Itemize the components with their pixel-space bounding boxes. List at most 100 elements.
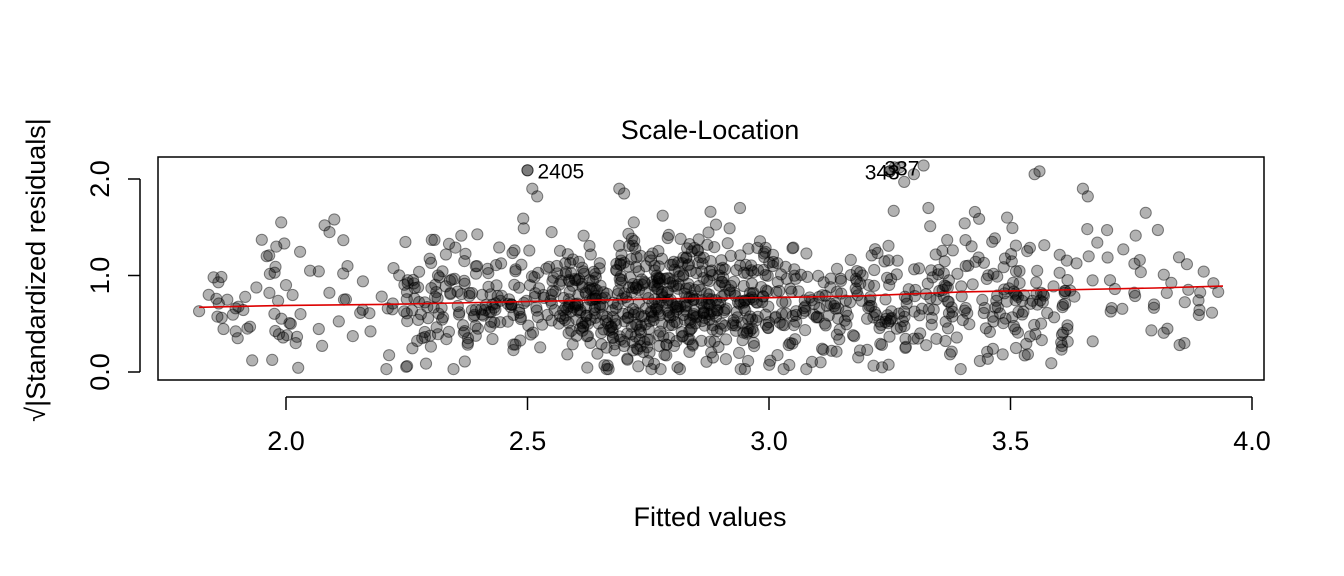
data-point	[1023, 330, 1037, 343]
data-point	[606, 310, 619, 324]
data-point	[436, 265, 449, 278]
x-tick-label: 4.0	[1233, 426, 1271, 456]
data-point	[664, 276, 677, 289]
data-point	[653, 277, 666, 290]
data-point	[695, 334, 708, 347]
data-point	[614, 333, 627, 346]
data-point	[528, 271, 541, 284]
data-point	[696, 257, 709, 270]
data-point	[834, 274, 848, 287]
data-point	[595, 338, 608, 351]
data-point	[789, 272, 802, 285]
data-point	[750, 296, 763, 309]
data-point	[643, 346, 656, 359]
data-point	[863, 299, 876, 313]
data-point	[672, 256, 685, 269]
data-point	[719, 353, 733, 366]
data-point	[969, 255, 982, 268]
data-point	[632, 283, 646, 296]
data-point	[898, 305, 911, 318]
data-point	[631, 343, 644, 356]
data-point	[734, 249, 747, 262]
data-point	[561, 248, 574, 261]
data-point	[557, 304, 570, 317]
data-point	[601, 317, 615, 330]
data-point	[1055, 343, 1068, 356]
point-label: 343	[865, 161, 900, 184]
data-point	[959, 234, 972, 247]
data-point	[312, 265, 325, 278]
data-point	[630, 251, 643, 264]
data-point	[703, 298, 716, 312]
data-point	[646, 276, 659, 289]
data-point	[841, 309, 854, 322]
data-point	[1005, 255, 1018, 268]
data-point	[977, 306, 990, 320]
data-point	[316, 339, 329, 352]
data-point	[1147, 298, 1161, 311]
data-point	[850, 275, 864, 288]
data-point	[406, 342, 419, 355]
data-point	[799, 324, 812, 337]
data-point	[1048, 311, 1061, 324]
data-point	[680, 251, 693, 264]
data-point	[375, 290, 388, 303]
data-point	[662, 309, 675, 322]
data-point	[692, 233, 705, 246]
data-point	[508, 244, 521, 257]
data-point	[939, 334, 952, 348]
data-point	[698, 319, 711, 332]
data-point	[686, 309, 700, 322]
data-point	[660, 349, 673, 362]
data-point	[562, 327, 575, 340]
data-point	[1068, 290, 1081, 303]
data-point	[683, 291, 696, 304]
data-point	[800, 363, 813, 376]
data-point	[718, 263, 732, 276]
data-point	[439, 280, 452, 293]
data-point	[609, 314, 622, 327]
data-point	[565, 324, 578, 337]
data-point	[717, 271, 730, 284]
data-point	[586, 282, 599, 295]
data-point	[737, 326, 750, 339]
data-point	[380, 363, 393, 376]
data-point	[1061, 274, 1074, 287]
data-point	[831, 312, 845, 325]
data-point	[726, 319, 739, 332]
data-point	[1009, 341, 1023, 355]
data-point	[1056, 301, 1069, 314]
data-point	[647, 278, 660, 291]
data-point	[241, 322, 254, 335]
data-point	[946, 244, 959, 257]
data-point	[936, 244, 949, 257]
data-point	[681, 259, 694, 272]
data-point	[515, 258, 528, 271]
data-point	[553, 310, 567, 323]
data-point	[425, 233, 438, 246]
data-point	[954, 363, 967, 376]
data-point	[958, 304, 971, 317]
data-point	[779, 260, 792, 273]
data-point	[968, 205, 982, 219]
data-point	[932, 263, 945, 277]
data-point	[703, 313, 716, 326]
data-point	[553, 244, 567, 257]
data-point	[1193, 303, 1206, 317]
data-point	[656, 209, 669, 222]
data-point	[652, 305, 665, 318]
data-point	[787, 241, 800, 254]
data-point	[848, 330, 861, 343]
data-point	[599, 314, 612, 327]
data-point	[898, 310, 911, 323]
data-point	[690, 310, 703, 323]
data-point	[817, 343, 830, 356]
data-point	[600, 363, 613, 376]
data-point	[871, 246, 884, 260]
data-point	[766, 259, 779, 273]
data-point	[447, 363, 460, 376]
data-point	[639, 260, 652, 273]
data-point	[643, 250, 656, 263]
data-point	[991, 301, 1004, 314]
data-point	[586, 275, 600, 288]
